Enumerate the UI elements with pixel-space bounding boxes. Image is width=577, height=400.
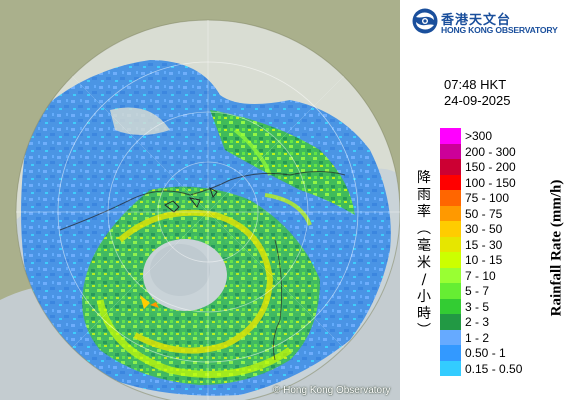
legend-item: 10 - 15 xyxy=(440,252,570,268)
legend-swatch xyxy=(440,221,461,237)
legend-label: 5 - 7 xyxy=(465,284,490,298)
legend-swatch xyxy=(440,267,461,283)
radar-image xyxy=(0,0,400,400)
legend-swatch xyxy=(440,128,461,144)
hko-swirl-icon xyxy=(412,8,438,34)
legend-swatch xyxy=(440,298,461,314)
legend-label: 75 - 100 xyxy=(465,191,510,205)
legend-swatch xyxy=(440,345,461,361)
legend-item: 0.15 - 0.50 xyxy=(440,360,570,376)
legend-label: 1 - 2 xyxy=(465,330,490,345)
legend-swatch xyxy=(440,252,461,268)
logo-chinese-name: 香港天文台 xyxy=(441,13,512,28)
legend-item: >300 xyxy=(440,128,570,144)
legend-swatch xyxy=(440,314,461,330)
legend-item: 1 - 2 xyxy=(440,329,570,345)
legend-swatch xyxy=(440,159,461,175)
timestamp-time: 07:48 HKT xyxy=(444,77,507,92)
legend-label: 0.15 - 0.50 xyxy=(465,361,523,376)
legend-label: 150 - 200 xyxy=(465,160,516,174)
legend-swatch xyxy=(440,174,461,190)
legend-label: 15 - 30 xyxy=(465,237,503,252)
legend-swatch xyxy=(440,329,461,345)
legend-label: 3 - 5 xyxy=(465,299,490,314)
legend-item: 100 - 150 xyxy=(440,174,570,190)
legend-item: 0.50 - 1 xyxy=(440,345,570,361)
legend-swatch xyxy=(440,236,461,252)
legend-swatch xyxy=(440,360,461,376)
legend-swatch xyxy=(440,283,461,299)
legend-swatch xyxy=(440,205,461,221)
legend-item: 150 - 200 xyxy=(440,159,570,175)
rainfall-legend: >300 200 - 300 150 - 200 100 - 150 75 - … xyxy=(440,128,570,376)
side-panel: 香港天文台 HONG KONG OBSERVATORY 07:48 HKT 24… xyxy=(400,0,577,400)
radar-map[interactable]: © Hong Kong Observatory xyxy=(0,0,400,400)
legend-unit-chinese: 降雨率 ︵ 毫米 / 小時 ︶ xyxy=(417,170,431,339)
legend-swatch xyxy=(440,143,461,159)
legend-label: 50 - 75 xyxy=(465,206,503,221)
legend-label: 0.50 - 1 xyxy=(465,346,506,360)
legend-label: 10 - 15 xyxy=(465,253,503,267)
legend-label: 100 - 150 xyxy=(465,175,516,190)
legend-item: 50 - 75 xyxy=(440,205,570,221)
legend-item: 5 - 7 xyxy=(440,283,570,299)
legend-label: 30 - 50 xyxy=(465,222,503,236)
timestamp-date: 24-09-2025 xyxy=(444,93,511,108)
hko-logo[interactable]: 香港天文台 HONG KONG OBSERVATORY xyxy=(412,8,577,38)
legend-item: 2 - 3 xyxy=(440,314,570,330)
copyright-text: © Hong Kong Observatory xyxy=(273,385,391,396)
legend-label: 7 - 10 xyxy=(465,268,496,283)
legend-label: 2 - 3 xyxy=(465,315,490,329)
legend-label: 200 - 300 xyxy=(465,144,516,159)
legend-swatch xyxy=(440,190,461,206)
legend-item: 200 - 300 xyxy=(440,143,570,159)
legend-item: 30 - 50 xyxy=(440,221,570,237)
legend-item: 3 - 5 xyxy=(440,298,570,314)
legend-item: 15 - 30 xyxy=(440,236,570,252)
legend-item: 75 - 100 xyxy=(440,190,570,206)
logo-english-name: HONG KONG OBSERVATORY xyxy=(441,25,558,35)
legend-item: 7 - 10 xyxy=(440,267,570,283)
legend-unit-english: Rainfall Rate (mm/h) xyxy=(548,179,565,317)
legend-label: >300 xyxy=(465,129,493,143)
